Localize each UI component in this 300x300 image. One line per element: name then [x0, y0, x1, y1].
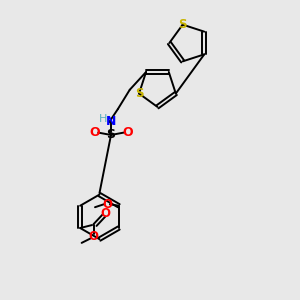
Text: S: S — [135, 87, 143, 100]
Text: O: O — [122, 126, 133, 139]
Text: O: O — [100, 207, 110, 220]
Text: O: O — [89, 126, 100, 139]
Text: H: H — [99, 114, 107, 124]
Text: S: S — [106, 128, 116, 142]
Text: O: O — [88, 230, 98, 243]
Text: O: O — [102, 198, 112, 211]
Text: N: N — [106, 116, 116, 128]
Text: S: S — [178, 18, 187, 31]
